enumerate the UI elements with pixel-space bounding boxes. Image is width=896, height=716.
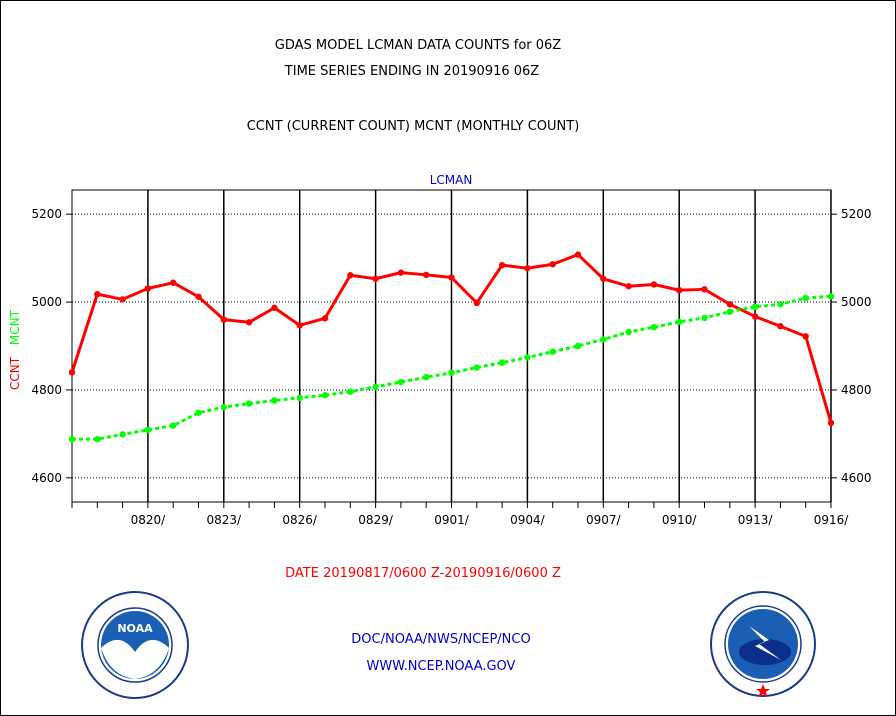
data-point-mcnt: [726, 308, 733, 315]
x-tick-label: 0916/: [814, 513, 850, 527]
data-point-ccnt: [347, 272, 354, 279]
data-point-mcnt: [423, 374, 430, 381]
data-point-ccnt: [220, 316, 227, 323]
y-tick-label-left: 5200: [31, 207, 62, 221]
x-tick-label: 0826/: [282, 513, 318, 527]
data-point-mcnt: [94, 435, 101, 443]
y-tick-label-right: 4600: [841, 471, 872, 485]
data-point-mcnt: [448, 369, 455, 377]
y-tick-label-left: 5000: [31, 295, 62, 309]
org-label: DOC/NOAA/NWS/NCEP/NCO: [351, 632, 531, 647]
data-point-ccnt: [549, 261, 556, 268]
data-point-ccnt: [321, 315, 329, 322]
x-tick-label: 0910/: [662, 513, 698, 527]
tick-layer: 4600 4600 4800 4800 5000 5000 5200 5200 0820/082…: [31, 207, 871, 527]
data-point-mcnt: [271, 397, 278, 404]
y-tick-label-right: 4800: [841, 383, 872, 397]
data-point-mcnt: [701, 314, 708, 322]
data-point-ccnt: [423, 271, 430, 279]
date-range-label: DATE 20190817/0600 Z-20190916/0600 Z: [285, 566, 561, 581]
data-point-ccnt: [397, 269, 405, 276]
data-point-ccnt: [701, 286, 708, 293]
data-point-ccnt: [498, 261, 506, 269]
data-point-ccnt: [650, 281, 658, 288]
y-axis-label: CCNT MCNT: [8, 309, 22, 390]
data-point-ccnt: [271, 304, 278, 311]
data-point-mcnt: [574, 342, 582, 350]
y-tick-label-left: 4600: [31, 471, 62, 485]
data-point-ccnt: [94, 290, 101, 298]
data-point-ccnt: [751, 313, 759, 320]
data-point-ccnt: [625, 283, 632, 290]
chart-heading-line3: CCNT (CURRENT COUNT) MCNT (MONTHLY COUNT…: [246, 119, 580, 134]
national-weather-service-logo-icon: [710, 591, 816, 697]
data-point-ccnt: [119, 296, 126, 303]
data-point-mcnt: [802, 294, 809, 302]
data-point-mcnt: [119, 431, 126, 438]
chart-heading-line1: GDAS MODEL LCMAN DATA COUNTS for 06Z: [274, 38, 562, 53]
data-point-mcnt: [245, 400, 253, 407]
grid-layer: [72, 190, 832, 502]
chart-heading-line2: TIME SERIES ENDING IN 20190916 06Z: [284, 64, 540, 79]
data-point-ccnt: [827, 419, 835, 427]
x-tick-label: 0913/: [738, 513, 774, 527]
data-point-ccnt: [195, 293, 202, 300]
data-point-mcnt: [170, 422, 177, 429]
data-point-ccnt: [68, 369, 76, 376]
data-point-mcnt: [144, 426, 152, 434]
data-point-mcnt: [473, 364, 480, 371]
data-point-ccnt: [296, 322, 303, 329]
data-point-mcnt: [625, 328, 632, 336]
x-tick-label: 0901/: [434, 513, 470, 527]
noaa-logo-text: NOAA: [117, 622, 153, 635]
data-point-mcnt: [195, 409, 202, 416]
x-tick-label: 0829/: [358, 513, 394, 527]
data-point-mcnt: [549, 348, 556, 355]
y-axis-label-mcnt: MCNT: [8, 309, 22, 345]
data-point-ccnt: [170, 279, 177, 286]
y-tick-label-right: 5200: [841, 207, 872, 221]
data-point-mcnt: [68, 435, 76, 443]
y-tick-label-right: 5000: [841, 295, 872, 309]
website-link[interactable]: WWW.NCEP.NOAA.GOV: [366, 659, 516, 674]
data-point-ccnt: [726, 301, 733, 308]
data-point-ccnt: [372, 275, 379, 282]
y-tick-label-left: 4800: [31, 383, 62, 397]
data-point-mcnt: [372, 383, 379, 391]
data-point-mcnt: [220, 403, 227, 411]
data-point-mcnt: [676, 318, 683, 326]
data-point-mcnt: [600, 336, 607, 343]
data-point-ccnt: [448, 274, 455, 281]
data-point-ccnt: [574, 251, 582, 258]
data-point-mcnt: [777, 301, 784, 308]
data-point-mcnt: [827, 293, 835, 300]
y-axis-label-ccnt: CCNT: [8, 356, 22, 390]
data-point-mcnt: [321, 392, 329, 399]
data-point-ccnt: [802, 333, 809, 340]
data-point-ccnt: [473, 299, 480, 307]
data-point-mcnt: [296, 394, 303, 402]
data-point-mcnt: [498, 359, 506, 366]
noaa-logo-icon: NOAA: [81, 591, 189, 699]
data-point-mcnt: [397, 378, 405, 386]
data-point-mcnt: [524, 354, 531, 361]
data-point-mcnt: [347, 388, 354, 395]
data-point-ccnt: [600, 275, 607, 282]
data-point-ccnt: [524, 265, 531, 272]
x-tick-label: 0907/: [586, 513, 622, 527]
x-tick-label: 0904/: [510, 513, 546, 527]
data-point-ccnt: [777, 323, 784, 330]
x-tick-label: 0820/: [131, 513, 167, 527]
data-point-ccnt: [144, 285, 152, 292]
x-tick-label: 0823/: [207, 513, 243, 527]
series-layer: [68, 251, 835, 443]
data-point-ccnt: [245, 319, 253, 326]
data-point-ccnt: [676, 286, 683, 294]
data-point-mcnt: [751, 303, 759, 311]
chart-title: LCMAN: [430, 173, 473, 187]
data-point-mcnt: [650, 323, 658, 331]
